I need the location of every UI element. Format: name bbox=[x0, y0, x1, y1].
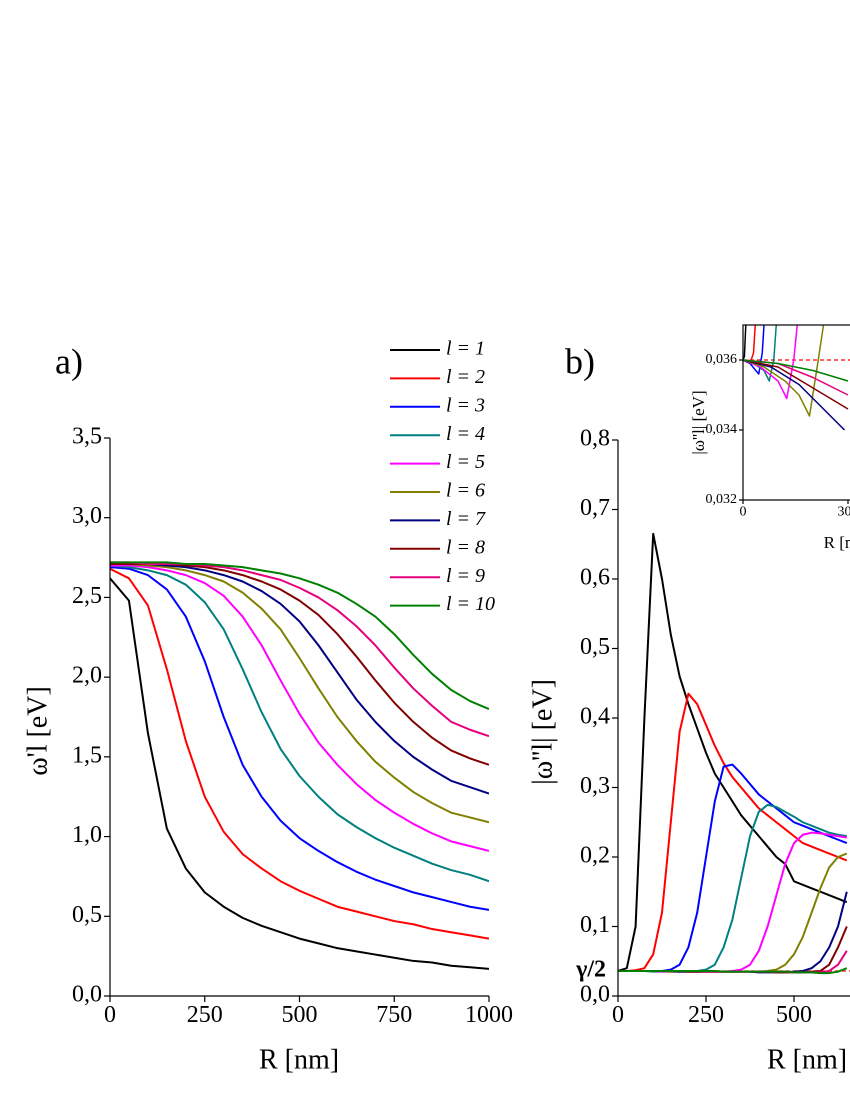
x-axis-label: R [nm] bbox=[824, 533, 850, 552]
data-line bbox=[743, 325, 825, 417]
x-tick-label: 0 bbox=[104, 1002, 116, 1028]
x-tick-label: 300 bbox=[838, 505, 850, 520]
y-tick-label: 0,7 bbox=[580, 495, 610, 521]
x-tick-label: 250 bbox=[688, 1002, 724, 1028]
chart-panel: 0,0 0,5 1,0 1,5 2,0 2,5 3,0 3,5 0 250 500 750 1000 R … bbox=[22, 338, 513, 1076]
data-line bbox=[618, 831, 847, 973]
data-line bbox=[110, 564, 489, 852]
y-tick-label: 2,0 bbox=[72, 663, 102, 689]
data-line bbox=[110, 562, 489, 824]
y-tick-label: 0,0 bbox=[580, 982, 610, 1008]
y-tick-label: 0,034 bbox=[706, 422, 738, 437]
series-group bbox=[743, 325, 849, 431]
y-axis-label: ω'l [eV] bbox=[22, 686, 53, 776]
data-line bbox=[110, 561, 489, 710]
data-line bbox=[110, 564, 489, 883]
panel-label: a) bbox=[55, 341, 83, 381]
x-tick-label: 500 bbox=[776, 1002, 812, 1028]
data-line bbox=[618, 763, 848, 972]
data-line bbox=[618, 926, 848, 974]
series-group bbox=[618, 532, 848, 975]
x-tick-label: 0 bbox=[740, 505, 747, 520]
y-axis-label: |ω''l| [eV] bbox=[527, 679, 558, 785]
y-tick-label: 3,0 bbox=[72, 503, 102, 529]
y-tick-label: 0,2 bbox=[580, 843, 610, 869]
data-line bbox=[110, 567, 489, 940]
data-line bbox=[618, 891, 848, 974]
data-line bbox=[618, 532, 848, 972]
legend-label: l = 10 bbox=[446, 593, 495, 615]
y-axis-label: |ω''l| [eV] bbox=[689, 390, 708, 454]
legend-label: l = 7 bbox=[446, 508, 486, 530]
y-tick-label: 0,6 bbox=[580, 565, 610, 591]
legend: l = 1 l = 2 l = 3 l = 4 l = 5 l = 6 l = 7 l = 8… bbox=[390, 338, 495, 615]
data-line bbox=[743, 359, 849, 382]
data-line bbox=[110, 562, 489, 766]
data-line bbox=[110, 561, 489, 738]
x-tick-label: 1000 bbox=[465, 1002, 513, 1028]
y-tick-label: 2,5 bbox=[72, 583, 102, 609]
reference-label: γ/2 bbox=[575, 956, 606, 982]
y-tick-label: 0,032 bbox=[706, 492, 738, 507]
legend-label: l = 9 bbox=[446, 565, 485, 587]
data-line bbox=[743, 359, 849, 410]
legend-label: l = 4 bbox=[446, 423, 485, 445]
x-axis-label: R [nm] bbox=[767, 1044, 847, 1075]
data-line bbox=[110, 566, 489, 911]
y-tick-label: 3,5 bbox=[72, 424, 102, 450]
x-tick-label: 750 bbox=[376, 1002, 412, 1028]
data-line bbox=[743, 325, 747, 361]
data-line bbox=[743, 359, 846, 431]
y-tick-label: 1,5 bbox=[72, 742, 102, 768]
panel-label: b) bbox=[565, 341, 595, 381]
y-tick-label: 0,0 bbox=[72, 982, 102, 1008]
series-group bbox=[110, 561, 489, 970]
legend-label: l = 3 bbox=[446, 394, 485, 416]
legend-label: l = 5 bbox=[446, 451, 485, 473]
x-tick-label: 0 bbox=[612, 1002, 624, 1028]
data-line bbox=[618, 967, 848, 975]
axes-frame bbox=[742, 324, 850, 501]
legend-label: l = 8 bbox=[446, 536, 485, 558]
y-tick-label: 0,4 bbox=[580, 704, 610, 730]
x-tick-label: 500 bbox=[282, 1002, 318, 1028]
x-axis-label: R [nm] bbox=[259, 1044, 339, 1075]
y-tick-label: 0,5 bbox=[72, 902, 102, 928]
legend-label: l = 2 bbox=[446, 366, 485, 388]
chart-panel: 0,032 0,034 0,036 0 300 R [nm] |ω''l| [eV] bbox=[689, 324, 850, 552]
y-tick-label: 0,3 bbox=[580, 773, 610, 799]
y-tick-label: 0,036 bbox=[706, 352, 738, 367]
data-line bbox=[110, 577, 489, 970]
y-tick-label: 0,5 bbox=[580, 634, 610, 660]
y-tick-label: 0,1 bbox=[580, 912, 610, 938]
y-tick-label: 1,0 bbox=[72, 822, 102, 848]
data-line bbox=[110, 562, 489, 795]
data-line bbox=[743, 325, 799, 400]
y-tick-label: 0,8 bbox=[580, 426, 610, 452]
legend-label: l = 6 bbox=[446, 480, 485, 502]
chart-panel: γ/20,0 0,1 0,2 0,3 0,4 0,5 0,6 0,7 0,8 0 250 500 R [… bbox=[527, 341, 850, 1075]
x-tick-label: 250 bbox=[187, 1002, 223, 1028]
inset-background bbox=[743, 325, 850, 500]
data-line bbox=[618, 692, 848, 972]
legend-label: l = 1 bbox=[446, 338, 485, 360]
